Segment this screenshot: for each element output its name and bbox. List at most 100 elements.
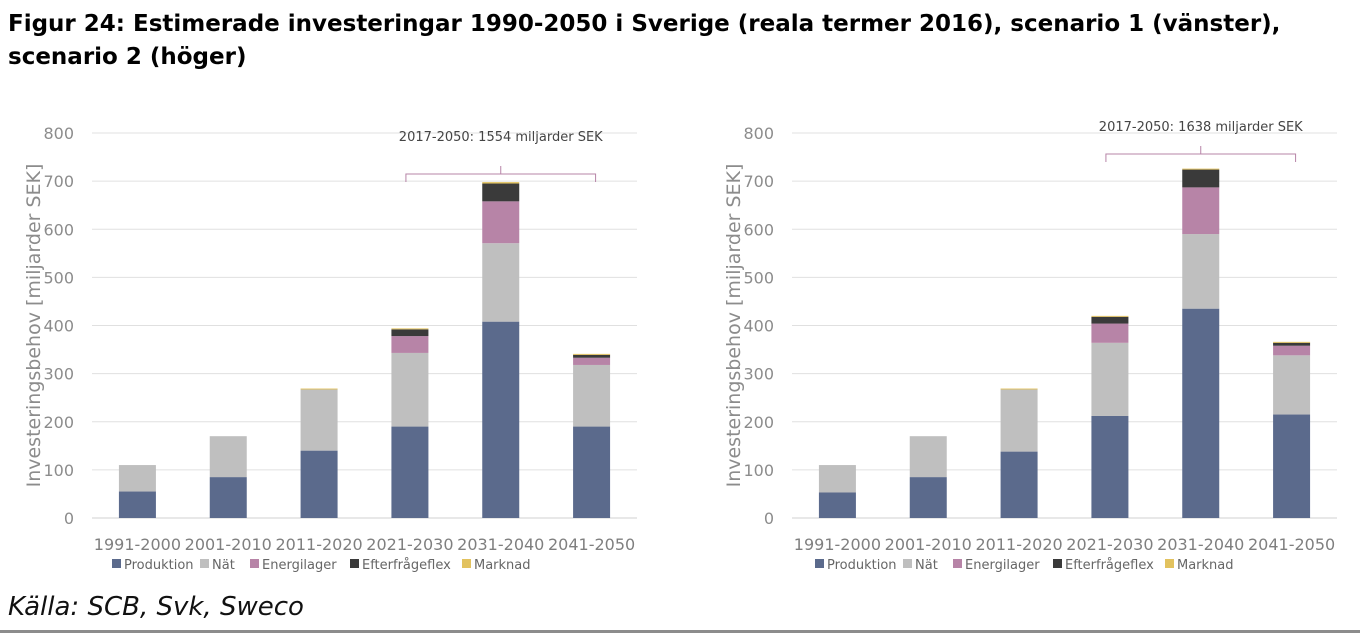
bar-produktion <box>909 477 947 518</box>
bar-energilager <box>1182 187 1220 235</box>
x-tick-label: 2001-2010 <box>885 535 972 554</box>
bar-n-t <box>482 243 520 322</box>
y-tick-label: 0 <box>64 509 74 528</box>
bar-n-t <box>1000 389 1038 452</box>
y-tick-label: 600 <box>743 220 774 239</box>
annotation-label: 2017-2050: 1638 miljarder SEK <box>1099 120 1303 135</box>
bar-produktion <box>818 492 856 518</box>
legend-label-produktion: Produktion <box>124 558 194 573</box>
bar-marknad <box>573 353 611 355</box>
bar-produktion <box>1000 451 1038 518</box>
y-tick-label: 700 <box>743 172 774 191</box>
bar-marknad <box>482 182 520 184</box>
x-tick-label: 2021-2030 <box>366 535 453 554</box>
source-note: Källa: SCB, Svk, Sweco <box>8 592 304 622</box>
bar-energilager <box>1273 345 1311 356</box>
legend-label-produktion: Produktion <box>827 558 897 573</box>
legend-swatch-n-t <box>200 559 209 568</box>
bar-marknad <box>391 328 429 330</box>
y-tick-label: 600 <box>43 220 74 239</box>
y-tick-label: 200 <box>43 413 74 432</box>
y-tick-label: 300 <box>743 365 774 384</box>
bar-n-t <box>1273 355 1311 415</box>
legend-label-efterfr-geflex: Efterfrågeflex <box>362 558 451 573</box>
annotation-bracket <box>405 166 597 182</box>
x-tick-label: 1991-2000 <box>94 535 181 554</box>
legend-label-n-t: Nät <box>915 558 938 573</box>
annotation-label: 2017-2050: 1554 miljarder SEK <box>399 130 603 145</box>
x-tick-label: 2031-2040 <box>457 535 544 554</box>
y-tick-label: 400 <box>743 317 774 336</box>
bar-efterfr-geflex <box>1182 169 1220 188</box>
bar-efterfr-geflex <box>1091 316 1129 324</box>
legend-swatch-marknad <box>1165 559 1174 568</box>
legend-swatch-efterfr-geflex <box>1053 559 1062 568</box>
bar-n-t <box>209 436 247 478</box>
bar-produktion <box>391 426 429 518</box>
y-axis-label: Investeringsbehov [miljarder SEK] <box>23 164 45 488</box>
x-tick-label: 2021-2030 <box>1066 535 1153 554</box>
y-tick-label: 700 <box>43 172 74 191</box>
bar-produktion <box>1182 308 1220 518</box>
x-tick-label: 2011-2020 <box>275 535 362 554</box>
y-tick-label: 300 <box>43 365 74 384</box>
y-tick-label: 400 <box>43 317 74 336</box>
legend-swatch-marknad <box>462 559 471 568</box>
x-tick-label: 1991-2000 <box>794 535 881 554</box>
bar-produktion <box>1091 415 1129 518</box>
bar-energilager <box>573 357 611 365</box>
y-tick-label: 200 <box>743 413 774 432</box>
figure-title: Figur 24: Estimerade investeringar 1990-… <box>8 11 1281 70</box>
legend-label-marknad: Marknad <box>1177 558 1234 573</box>
legend-label-energilager: Energilager <box>262 558 337 573</box>
bar-n-t <box>300 389 338 451</box>
x-tick-label: 2011-2020 <box>975 535 1062 554</box>
bar-efterfr-geflex <box>391 329 429 337</box>
legend-label-marknad: Marknad <box>474 558 531 573</box>
bar-produktion <box>1273 414 1311 518</box>
chart-scenario-1-svg: 0 100 200 300 400 500 600 700 800 Investeringsbeh… <box>23 124 637 573</box>
legend-swatch-n-t <box>903 559 912 568</box>
bar-n-t <box>1182 234 1220 309</box>
x-tick-label: 2031-2040 <box>1157 535 1244 554</box>
footer-divider <box>0 630 1360 633</box>
bar-produktion <box>573 426 611 518</box>
bar-marknad <box>1091 315 1129 317</box>
y-tick-label: 0 <box>764 509 774 528</box>
bar-energilager <box>1091 323 1129 343</box>
bar-energilager <box>391 336 429 353</box>
bar-n-t <box>391 352 429 427</box>
legend-swatch-efterfr-geflex <box>350 559 359 568</box>
bar-efterfr-geflex <box>482 183 520 202</box>
y-tick-label: 100 <box>43 461 74 480</box>
legend-swatch-energilager <box>953 559 962 568</box>
bar-n-t <box>909 436 947 478</box>
bar-produktion <box>209 477 247 518</box>
bar-marknad <box>300 388 338 390</box>
y-tick-label: 800 <box>43 124 74 143</box>
y-tick-label: 500 <box>43 268 74 287</box>
annotation-bracket <box>1105 146 1297 162</box>
y-tick-label: 100 <box>743 461 774 480</box>
x-tick-label: 2041-2050 <box>548 535 635 554</box>
bar-efterfr-geflex <box>573 354 611 358</box>
legend-swatch-produktion <box>112 559 121 568</box>
legend-swatch-produktion <box>815 559 824 568</box>
bar-efterfr-geflex <box>1273 342 1311 346</box>
legend-swatch-energilager <box>250 559 259 568</box>
bar-produktion <box>482 321 520 518</box>
bar-marknad <box>1273 341 1311 343</box>
y-axis-label: Investeringsbehov [miljarder SEK] <box>723 164 745 488</box>
bar-n-t <box>818 465 856 493</box>
legend-label-efterfr-geflex: Efterfrågeflex <box>1065 558 1154 573</box>
bar-produktion <box>118 491 156 518</box>
bar-n-t <box>118 465 156 492</box>
legend-label-n-t: Nät <box>212 558 235 573</box>
bar-marknad <box>1182 168 1220 170</box>
chart-scenario-1: 0 100 200 300 400 500 600 700 800 Investeringsbeh… <box>0 96 660 596</box>
legend-label-energilager: Energilager <box>965 558 1040 573</box>
bar-produktion <box>300 450 338 518</box>
y-tick-label: 800 <box>743 124 774 143</box>
x-tick-label: 2001-2010 <box>185 535 272 554</box>
bar-energilager <box>482 201 520 244</box>
